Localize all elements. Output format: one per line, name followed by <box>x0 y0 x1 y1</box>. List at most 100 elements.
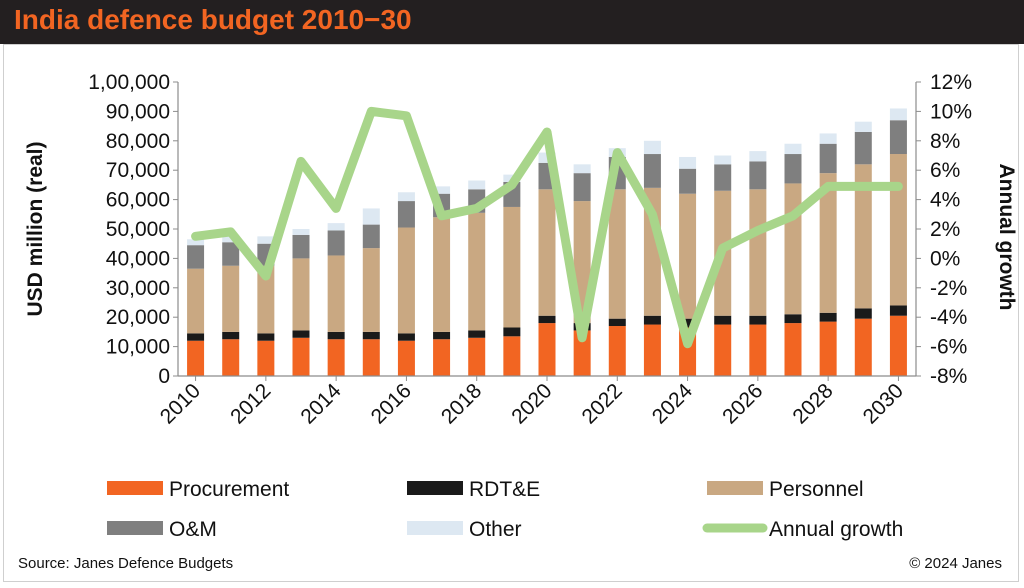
bar-personnel-2018 <box>468 212 486 331</box>
bar-o-m-2011 <box>222 242 240 266</box>
bar-other-2013 <box>292 229 310 235</box>
y2-tick-label: 12% <box>930 71 972 94</box>
bar-rdt-e-2011 <box>222 331 240 340</box>
bar-rdt-e-2027 <box>784 314 802 324</box>
y2-tick-label: -8% <box>930 365 967 388</box>
bar-other-2025 <box>714 155 732 165</box>
bar-o-m-2024 <box>679 168 697 194</box>
bar-rdt-e-2010 <box>187 333 205 341</box>
bar-personnel-2028 <box>819 173 837 313</box>
bar-rdt-e-2023 <box>643 315 661 325</box>
bar-personnel-2011 <box>222 265 240 332</box>
bar-personnel-2012 <box>257 265 275 334</box>
bar-other-2018 <box>468 180 486 190</box>
bar-rdt-e-2015 <box>362 331 380 340</box>
y2-tick-label: 8% <box>930 130 960 153</box>
y-tick-label: 70,000 <box>106 159 170 182</box>
x-tick-label: 2018 <box>437 379 486 428</box>
bar-o-m-2016 <box>397 201 415 228</box>
bar-o-m-2025 <box>714 164 732 191</box>
bar-procurement-2025 <box>714 324 732 376</box>
y-tick-label: 1,00,000 <box>88 71 170 94</box>
bar-rdt-e-2013 <box>292 330 310 338</box>
bar-rdt-e-2024 <box>679 318 697 328</box>
bar-o-m-2014 <box>327 230 345 256</box>
bar-personnel-2016 <box>397 227 415 334</box>
bar-other-2028 <box>819 133 837 144</box>
bar-personnel-2017 <box>433 217 451 332</box>
legend-swatch-other <box>407 521 463 535</box>
bar-personnel-2013 <box>292 258 310 331</box>
y-axis-title: USD million (real) <box>24 141 47 316</box>
bar-personnel-2022 <box>608 189 626 319</box>
bar-personnel-2019 <box>503 206 521 328</box>
bar-rdt-e-2012 <box>257 333 275 341</box>
y2-tick-label: 2% <box>930 218 960 241</box>
x-tick-label: 2012 <box>226 379 275 428</box>
bar-procurement-2019 <box>503 336 521 376</box>
bar-procurement-2017 <box>433 339 451 376</box>
bar-rdt-e-2022 <box>608 318 626 327</box>
bar-rdt-e-2028 <box>819 312 837 322</box>
bar-o-m-2023 <box>643 154 661 188</box>
bar-procurement-2029 <box>854 318 872 376</box>
y2-tick-label: 4% <box>930 189 960 212</box>
y2-tick-label: -2% <box>930 277 967 300</box>
header-bar: India defence budget 2010−30 <box>0 0 1024 44</box>
x-tick-label: 2020 <box>507 379 556 428</box>
bar-rdt-e-2030 <box>889 305 907 316</box>
bar-procurement-2021 <box>573 330 591 376</box>
bar-o-m-2013 <box>292 234 310 259</box>
bar-o-m-2028 <box>819 143 837 174</box>
bar-o-m-2026 <box>749 161 767 190</box>
legend-label-annual-growth: Annual growth <box>769 518 903 541</box>
bar-other-2023 <box>643 140 661 155</box>
y2-tick-label: 6% <box>930 159 960 182</box>
bar-personnel-2020 <box>538 189 556 316</box>
x-tick-label: 2022 <box>578 379 627 428</box>
x-tick-label: 2024 <box>648 379 698 429</box>
bar-other-2029 <box>854 121 872 132</box>
bar-o-m-2027 <box>784 154 802 184</box>
bar-o-m-2015 <box>362 224 380 249</box>
legend-label-o-m: O&M <box>169 518 217 541</box>
bar-other-2026 <box>749 151 767 162</box>
y-tick-label: 20,000 <box>106 306 170 329</box>
bar-other-2030 <box>889 108 907 121</box>
bar-personnel-2014 <box>327 255 345 332</box>
bar-other-2010 <box>187 239 205 246</box>
bar-procurement-2010 <box>187 340 205 376</box>
bar-procurement-2013 <box>292 337 310 376</box>
legend-label-procurement: Procurement <box>169 478 289 501</box>
y-tick-label: 0 <box>158 365 170 388</box>
bar-rdt-e-2016 <box>397 333 415 341</box>
bar-procurement-2023 <box>643 324 661 376</box>
y2-tick-label: 10% <box>930 100 972 123</box>
source-note: Source: Janes Defence Budgets <box>18 555 234 572</box>
chart-frame <box>3 44 1019 582</box>
bar-other-2027 <box>784 143 802 155</box>
bar-o-m-2030 <box>889 120 907 155</box>
page-title: India defence budget 2010−30 <box>14 4 412 35</box>
bar-o-m-2029 <box>854 131 872 165</box>
bar-personnel-2010 <box>187 268 205 334</box>
bar-rdt-e-2018 <box>468 330 486 338</box>
y-tick-label: 60,000 <box>106 189 170 212</box>
bar-procurement-2027 <box>784 323 802 376</box>
bar-procurement-2014 <box>327 339 345 376</box>
y-tick-label: 50,000 <box>106 218 170 241</box>
y2-tick-label: -6% <box>930 336 967 359</box>
y-tick-label: 40,000 <box>106 247 170 270</box>
x-tick-label: 2014 <box>296 379 346 429</box>
y2-tick-label: -4% <box>930 306 967 329</box>
bar-other-2012 <box>257 236 275 244</box>
x-tick-label: 2016 <box>367 379 416 428</box>
bar-o-m-2010 <box>187 245 205 269</box>
bar-rdt-e-2029 <box>854 308 872 319</box>
y2-axis-title: Annual growth <box>995 164 1018 311</box>
bar-personnel-2029 <box>854 164 872 309</box>
bar-other-2015 <box>362 208 380 225</box>
bar-personnel-2027 <box>784 183 802 315</box>
bar-personnel-2024 <box>679 193 697 319</box>
legend-swatch-rdt-e <box>407 481 463 495</box>
